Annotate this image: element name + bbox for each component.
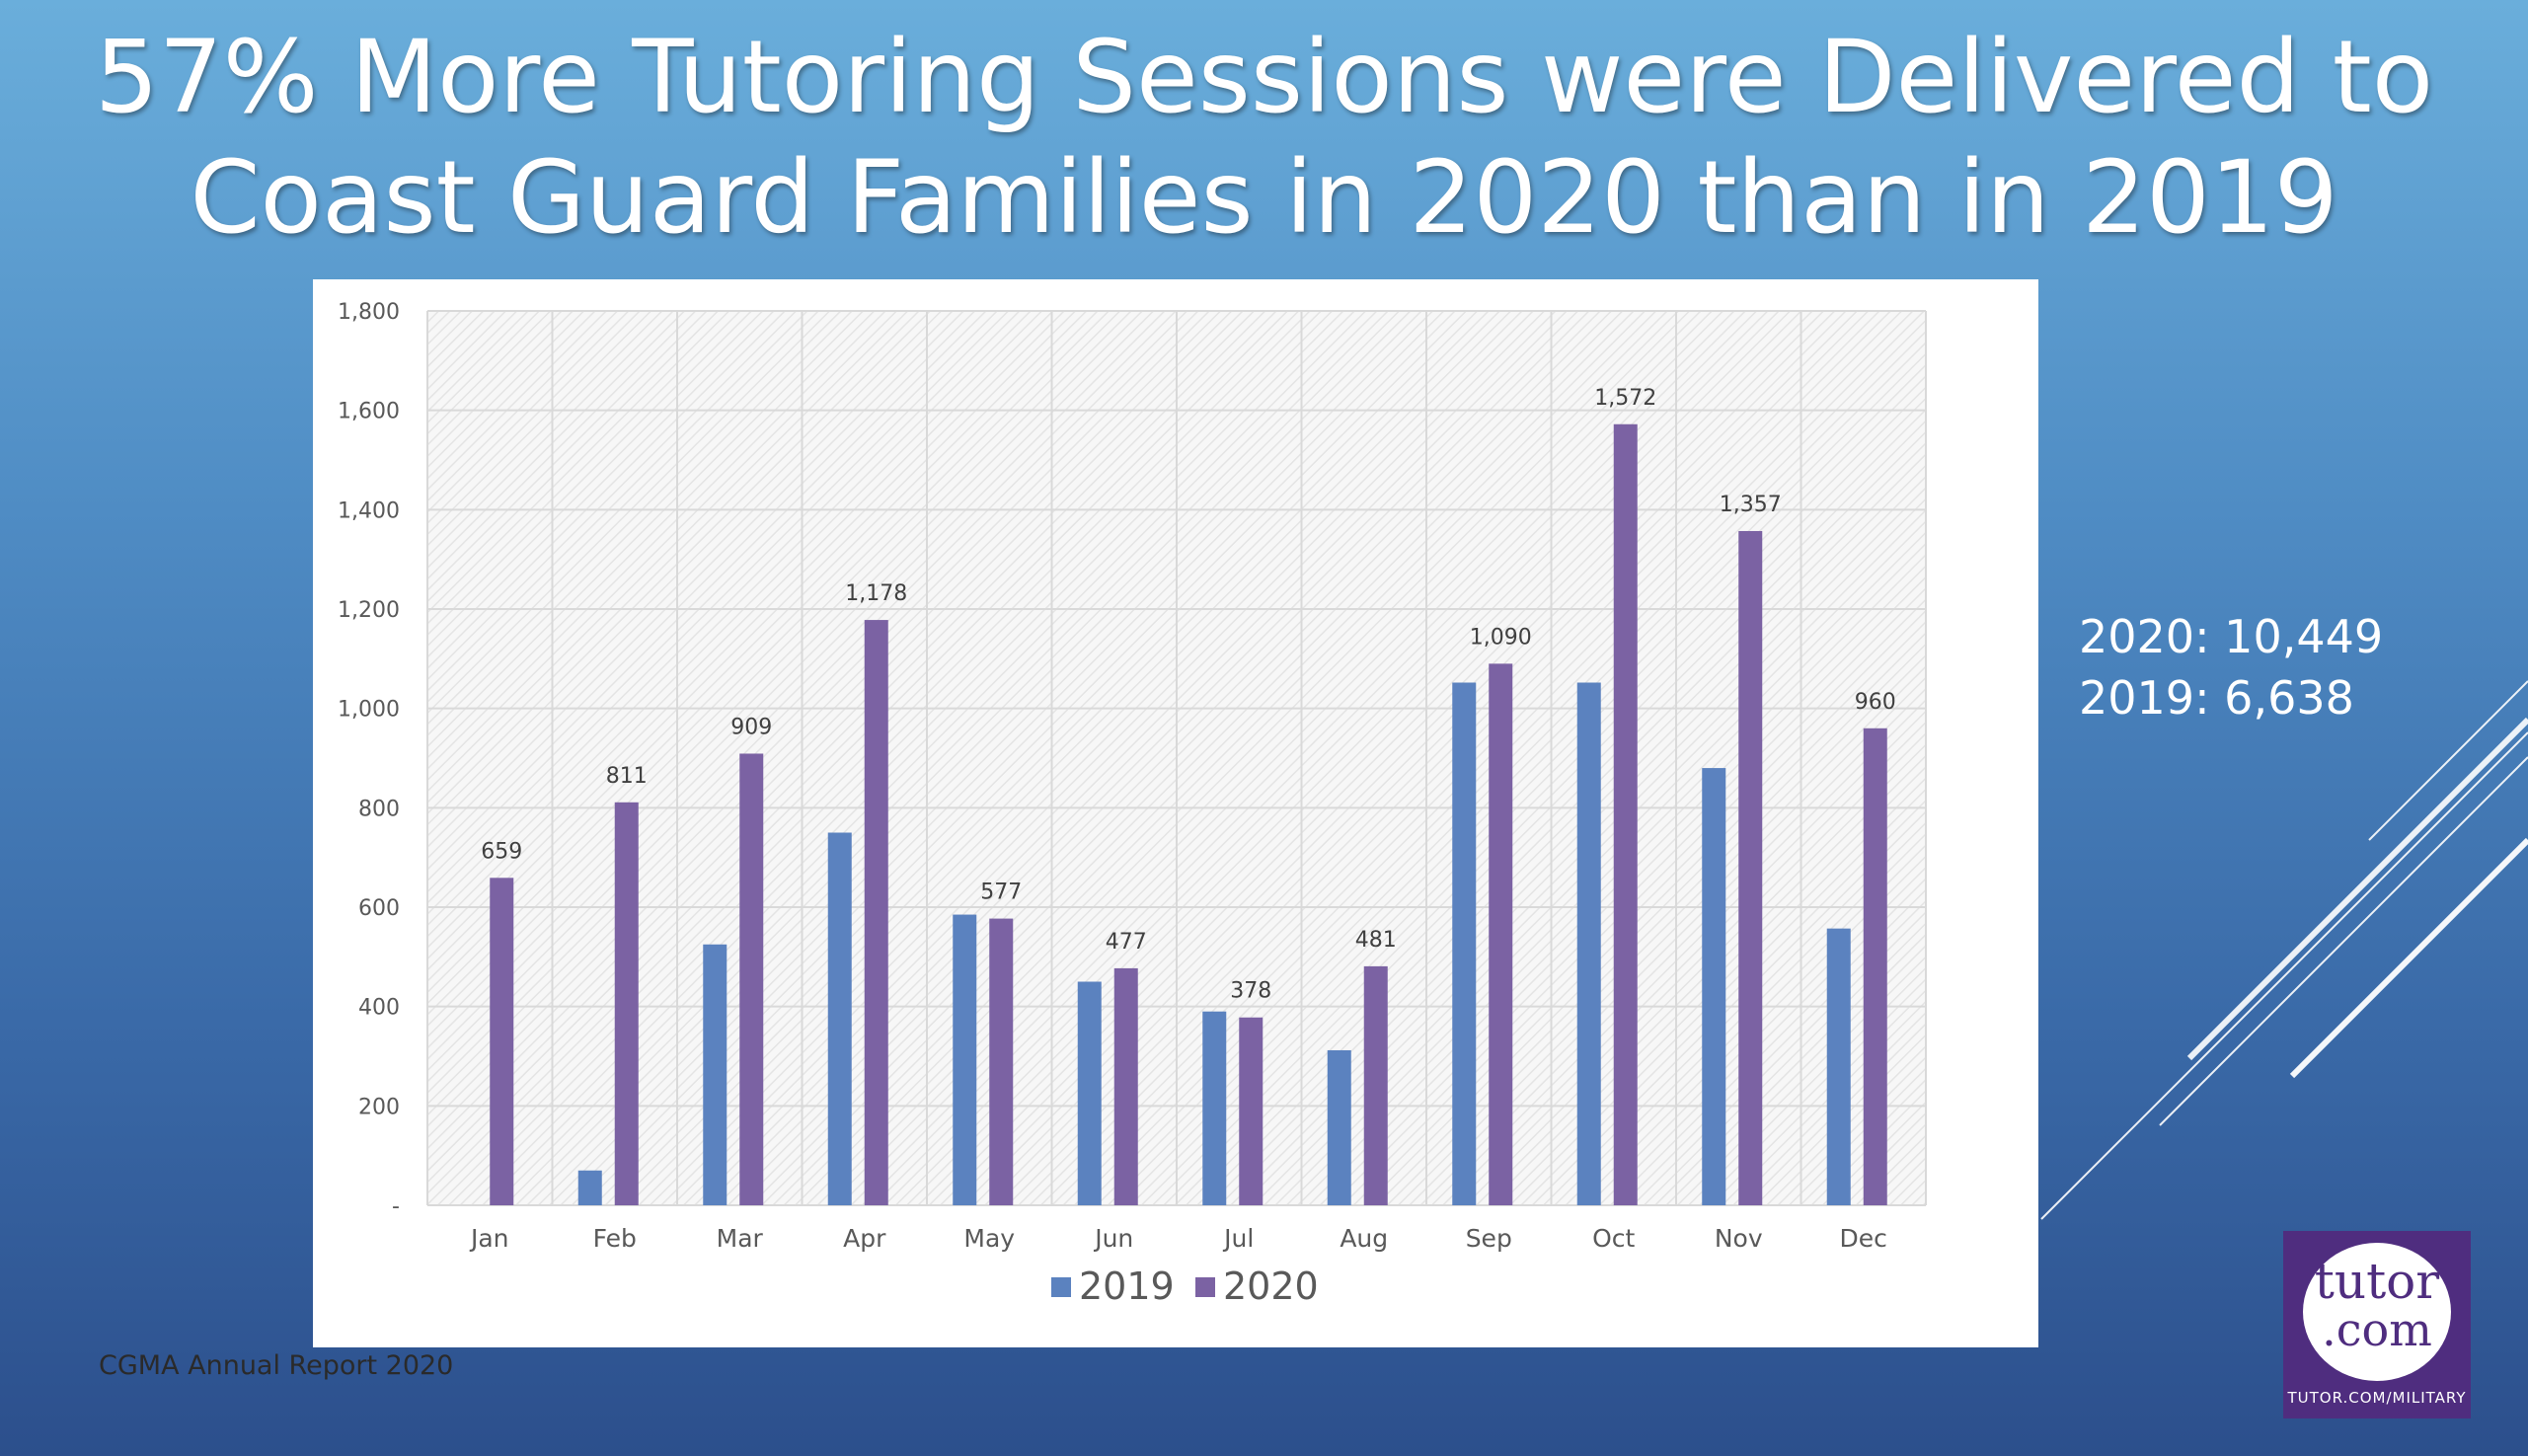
slide-title-line1: 57% More Tutoring Sessions were Delivere… [94, 19, 2434, 136]
x-tick-label: Nov [1715, 1224, 1763, 1253]
slide-title: 57% More Tutoring Sessions were Delivere… [0, 18, 2528, 259]
x-tick-label: Jul [1222, 1224, 1254, 1253]
data-label: 659 [481, 839, 522, 864]
data-label: 1,572 [1594, 386, 1656, 411]
bar-2019-jun [1077, 981, 1102, 1205]
bar-2020-apr [864, 620, 888, 1205]
bar-2019-mar [703, 944, 728, 1205]
y-tick-label: 1,000 [338, 698, 400, 723]
x-tick-label: May [963, 1224, 1015, 1253]
data-label: 909 [730, 715, 772, 739]
chart-panel: - 200 400 600 800 1,000 1,200 1,400 1,600 1,800 6… [313, 279, 2038, 1347]
y-tick-label: 200 [358, 1095, 400, 1119]
y-tick-label: 400 [358, 996, 400, 1021]
bar-2019-dec [1826, 928, 1851, 1205]
source-note: CGMA Annual Report 2020 [99, 1350, 454, 1381]
x-tick-label: Jan [469, 1224, 509, 1253]
totals-box: 2020: 10,449 2019: 6,638 [2079, 606, 2383, 728]
gridlines [426, 310, 1927, 1206]
y-tick-label: 1,200 [338, 598, 400, 623]
data-label: 481 [1355, 928, 1397, 953]
data-label: 577 [980, 881, 1022, 905]
logo-word-tutor: tutor [2314, 1253, 2440, 1310]
y-tick-label: 1,800 [338, 300, 400, 325]
y-axis-tick-labels: - 200 400 600 800 1,000 1,200 1,400 1,600 1,800 [338, 300, 400, 1219]
y-tick-label: 1,600 [338, 400, 400, 424]
bar-2019-may [953, 914, 977, 1205]
bar-2020-dec [1863, 728, 1887, 1205]
total-2020: 2020: 10,449 [2079, 610, 2384, 663]
bars [490, 423, 1887, 1205]
legend-swatch-2020 [1195, 1277, 1215, 1297]
bar-2020-jul [1239, 1017, 1264, 1205]
bar-2020-may [989, 918, 1014, 1205]
legend: 2019 2020 [1051, 1264, 1319, 1308]
legend-swatch-2019 [1051, 1277, 1071, 1297]
logo-circle [2303, 1243, 2451, 1381]
total-2019: 2019: 6,638 [2079, 671, 2354, 725]
x-tick-label: Feb [593, 1224, 637, 1253]
bar-2019-sep [1452, 682, 1477, 1205]
bar-2019-jul [1202, 1011, 1227, 1205]
data-label: 960 [1855, 690, 1896, 715]
y-tick-label: - [392, 1194, 400, 1219]
x-tick-label: Oct [1592, 1224, 1635, 1253]
x-axis-tick-labels: Jan Feb Mar Apr May Jun Jul Aug Sep Oct Nov Dec [469, 1224, 1887, 1253]
bar-chart: - 200 400 600 800 1,000 1,200 1,400 1,600 1,800 6… [338, 300, 1927, 1308]
slide-title-line2: Coast Guard Families in 2020 than in 201… [190, 139, 2338, 257]
bar-2020-sep [1489, 663, 1513, 1205]
data-label: 1,357 [1720, 493, 1782, 517]
data-label: 477 [1106, 930, 1147, 955]
tutor-com-logo: tutor .com TUTOR.COM/MILITARY [2283, 1231, 2471, 1418]
legend-label-2019: 2019 [1079, 1264, 1175, 1308]
x-tick-label: Aug [1340, 1224, 1388, 1253]
y-tick-label: 1,400 [338, 498, 400, 523]
bar-2020-mar [739, 753, 764, 1205]
data-label: 378 [1230, 979, 1271, 1004]
bar-2020-jun [1113, 967, 1138, 1205]
data-label: 811 [606, 764, 648, 789]
data-label: 1,090 [1470, 625, 1532, 650]
bar-2019-nov [1702, 768, 1726, 1205]
legend-label-2020: 2020 [1223, 1264, 1319, 1308]
x-tick-label: Sep [1466, 1224, 1512, 1253]
bar-2019-feb [577, 1170, 602, 1205]
bar-2020-aug [1363, 965, 1388, 1205]
logo-url: TUTOR.COM/MILITARY [2287, 1389, 2467, 1407]
bar-2020-feb [614, 802, 639, 1205]
logo-word-com: .com [2322, 1303, 2432, 1356]
bar-2020-nov [1738, 530, 1763, 1205]
bar-2019-apr [827, 832, 852, 1205]
y-tick-label: 800 [358, 797, 400, 821]
y-tick-label: 600 [358, 896, 400, 921]
data-label: 1,178 [845, 581, 907, 606]
bar-2019-aug [1327, 1049, 1351, 1205]
x-tick-label: Dec [1840, 1224, 1887, 1253]
data-labels: 659 811 909 1,178 577 477 378 481 1,090 1,572 1,35… [481, 386, 1896, 1004]
bar-2020-jan [490, 878, 514, 1205]
x-tick-label: Apr [843, 1224, 886, 1253]
bar-2019-oct [1576, 682, 1601, 1205]
x-tick-label: Mar [717, 1224, 764, 1253]
bar-2020-oct [1613, 423, 1638, 1205]
x-tick-label: Jun [1093, 1224, 1133, 1253]
